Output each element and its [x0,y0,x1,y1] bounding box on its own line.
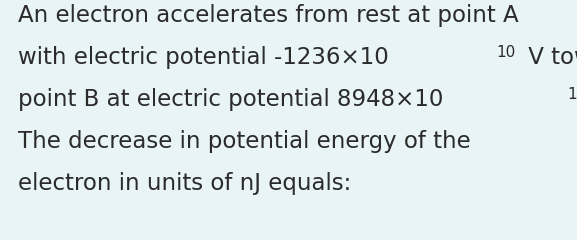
Text: An electron accelerates from rest at point A: An electron accelerates from rest at poi… [18,4,519,27]
Text: V towards: V towards [521,46,577,69]
Text: with electric potential -1236×10: with electric potential -1236×10 [18,46,389,69]
Text: 10: 10 [496,45,516,60]
Text: point B at electric potential 8948×10: point B at electric potential 8948×10 [18,88,443,111]
Text: 10: 10 [567,87,577,102]
Text: electron in units of nJ equals:: electron in units of nJ equals: [18,172,351,195]
Text: The decrease in potential energy of the: The decrease in potential energy of the [18,130,471,153]
